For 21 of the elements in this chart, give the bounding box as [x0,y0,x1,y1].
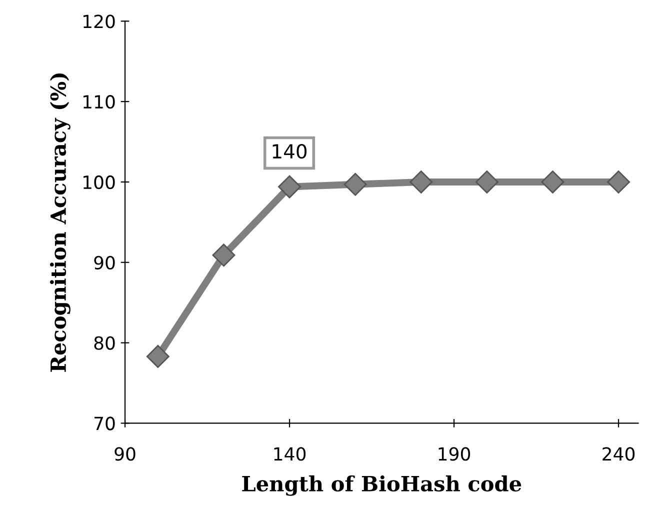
point [278,175,302,198]
y-axis-title: Recognition Accuracy (%) [50,74,70,372]
point [410,170,433,194]
x-axis-title: Length of BioHash code [242,475,522,496]
point [344,172,367,196]
point [212,244,236,267]
y-tick-label: 70 [94,416,115,430]
point [541,170,564,194]
x-tick-label: 90 [114,447,136,461]
x-tick-label: 140 [274,447,306,461]
x-tick-label: 240 [602,447,635,461]
y-tick-label: 110 [84,95,115,109]
y-tick-label: 90 [94,256,115,270]
y-tick-label: 80 [94,336,115,350]
x-tick-label: 190 [438,447,470,461]
point [146,344,170,368]
point [607,170,630,194]
annotation: 140 [272,144,307,159]
y-tick-label: 120 [84,14,115,28]
y-tick-label: 100 [84,175,115,190]
point [475,170,498,194]
